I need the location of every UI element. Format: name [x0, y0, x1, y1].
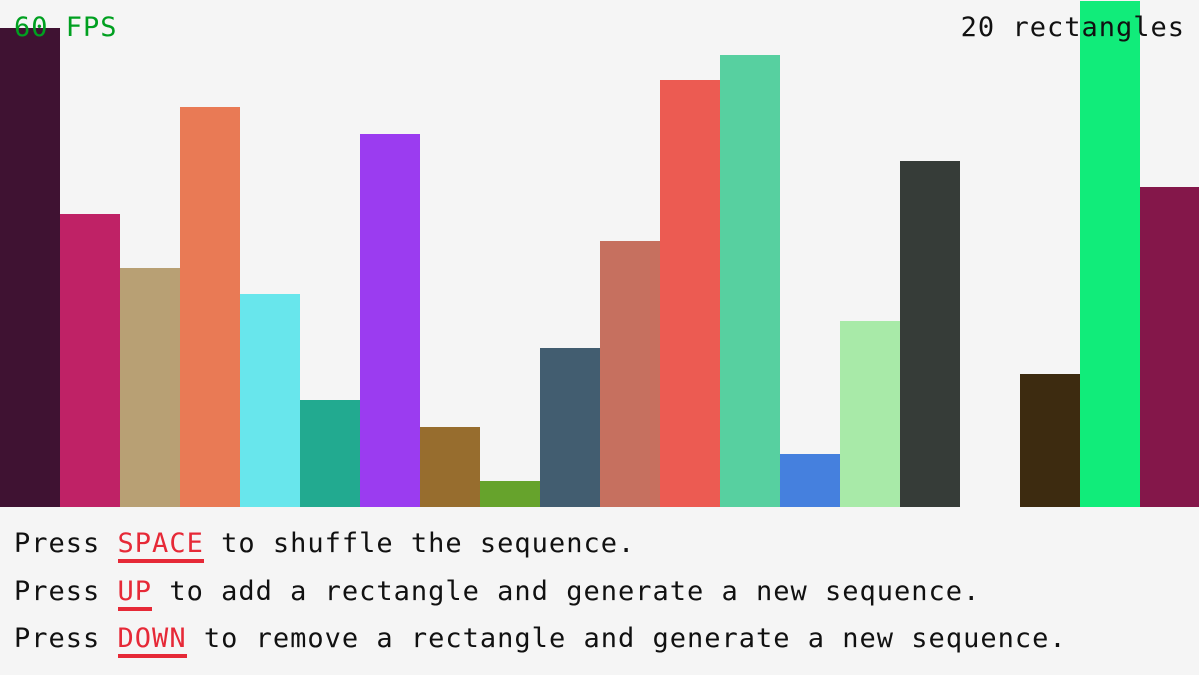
instruction-prefix: Press: [14, 576, 118, 607]
rectangle-bar: [240, 294, 300, 507]
rectangle-bar: [720, 55, 780, 507]
rectangle-bar: [180, 107, 240, 507]
rectangle-bar: [0, 28, 60, 507]
rectangle-bar: [540, 348, 600, 507]
rectangle-bar: [420, 427, 480, 507]
rectangle-bar: [1140, 187, 1199, 507]
key-down: DOWN: [117, 624, 187, 658]
rectangle-bar: [60, 214, 120, 507]
rectangle-bar: [900, 161, 960, 507]
instruction-remove: Press DOWN to remove a rectangle and gen…: [14, 623, 1067, 658]
rectangle-bar: [300, 400, 360, 507]
rectangle-bar: [120, 268, 180, 507]
rectangle-bar: [1020, 374, 1080, 507]
instruction-suffix: to add a rectangle and generate a new se…: [152, 576, 981, 607]
instruction-suffix: to remove a rectangle and generate a new…: [186, 623, 1067, 654]
fps-counter: 60 FPS: [14, 12, 118, 43]
rectangle-count: 20 rectangles: [960, 12, 1185, 43]
rectangle-bar: [1080, 1, 1140, 507]
rectangle-bar: [780, 454, 840, 507]
rectangle-bar: [480, 481, 540, 507]
instruction-prefix: Press: [14, 623, 118, 654]
rectangle-bar: [660, 80, 720, 507]
instruction-add: Press UP to add a rectangle and generate…: [14, 576, 980, 611]
rectangle-bar: [840, 321, 900, 507]
rectangle-bar: [600, 241, 660, 507]
instruction-prefix: Press: [14, 528, 118, 559]
rectangle-bar: [360, 134, 420, 507]
instruction-shuffle: Press SPACE to shuffle the sequence.: [14, 528, 635, 563]
instruction-suffix: to shuffle the sequence.: [203, 528, 636, 559]
rectangle-sequence: [0, 1, 1199, 507]
key-space: SPACE: [117, 529, 204, 563]
key-up: UP: [117, 577, 153, 611]
